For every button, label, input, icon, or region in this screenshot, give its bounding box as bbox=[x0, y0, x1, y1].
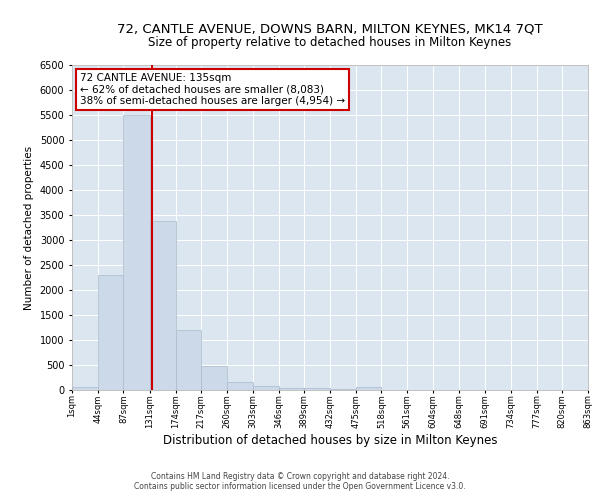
X-axis label: Distribution of detached houses by size in Milton Keynes: Distribution of detached houses by size … bbox=[163, 434, 497, 446]
Text: 72, CANTLE AVENUE, DOWNS BARN, MILTON KEYNES, MK14 7QT: 72, CANTLE AVENUE, DOWNS BARN, MILTON KE… bbox=[117, 22, 543, 36]
Text: Contains public sector information licensed under the Open Government Licence v3: Contains public sector information licen… bbox=[134, 482, 466, 491]
Text: Size of property relative to detached houses in Milton Keynes: Size of property relative to detached ho… bbox=[148, 36, 512, 49]
Bar bbox=[330, 389, 356, 390]
Text: 72 CANTLE AVENUE: 135sqm
← 62% of detached houses are smaller (8,083)
38% of sem: 72 CANTLE AVENUE: 135sqm ← 62% of detach… bbox=[80, 73, 345, 106]
Bar bbox=[98, 275, 124, 390]
Bar bbox=[253, 386, 278, 390]
Bar bbox=[227, 382, 253, 390]
Y-axis label: Number of detached properties: Number of detached properties bbox=[24, 146, 34, 310]
Bar bbox=[356, 386, 382, 390]
Bar bbox=[201, 366, 227, 390]
Bar bbox=[278, 388, 304, 390]
Text: Contains HM Land Registry data © Crown copyright and database right 2024.: Contains HM Land Registry data © Crown c… bbox=[151, 472, 449, 481]
Bar bbox=[304, 388, 330, 390]
Bar bbox=[176, 330, 201, 390]
Bar bbox=[124, 115, 150, 390]
Bar bbox=[150, 221, 176, 390]
Bar bbox=[72, 386, 98, 390]
